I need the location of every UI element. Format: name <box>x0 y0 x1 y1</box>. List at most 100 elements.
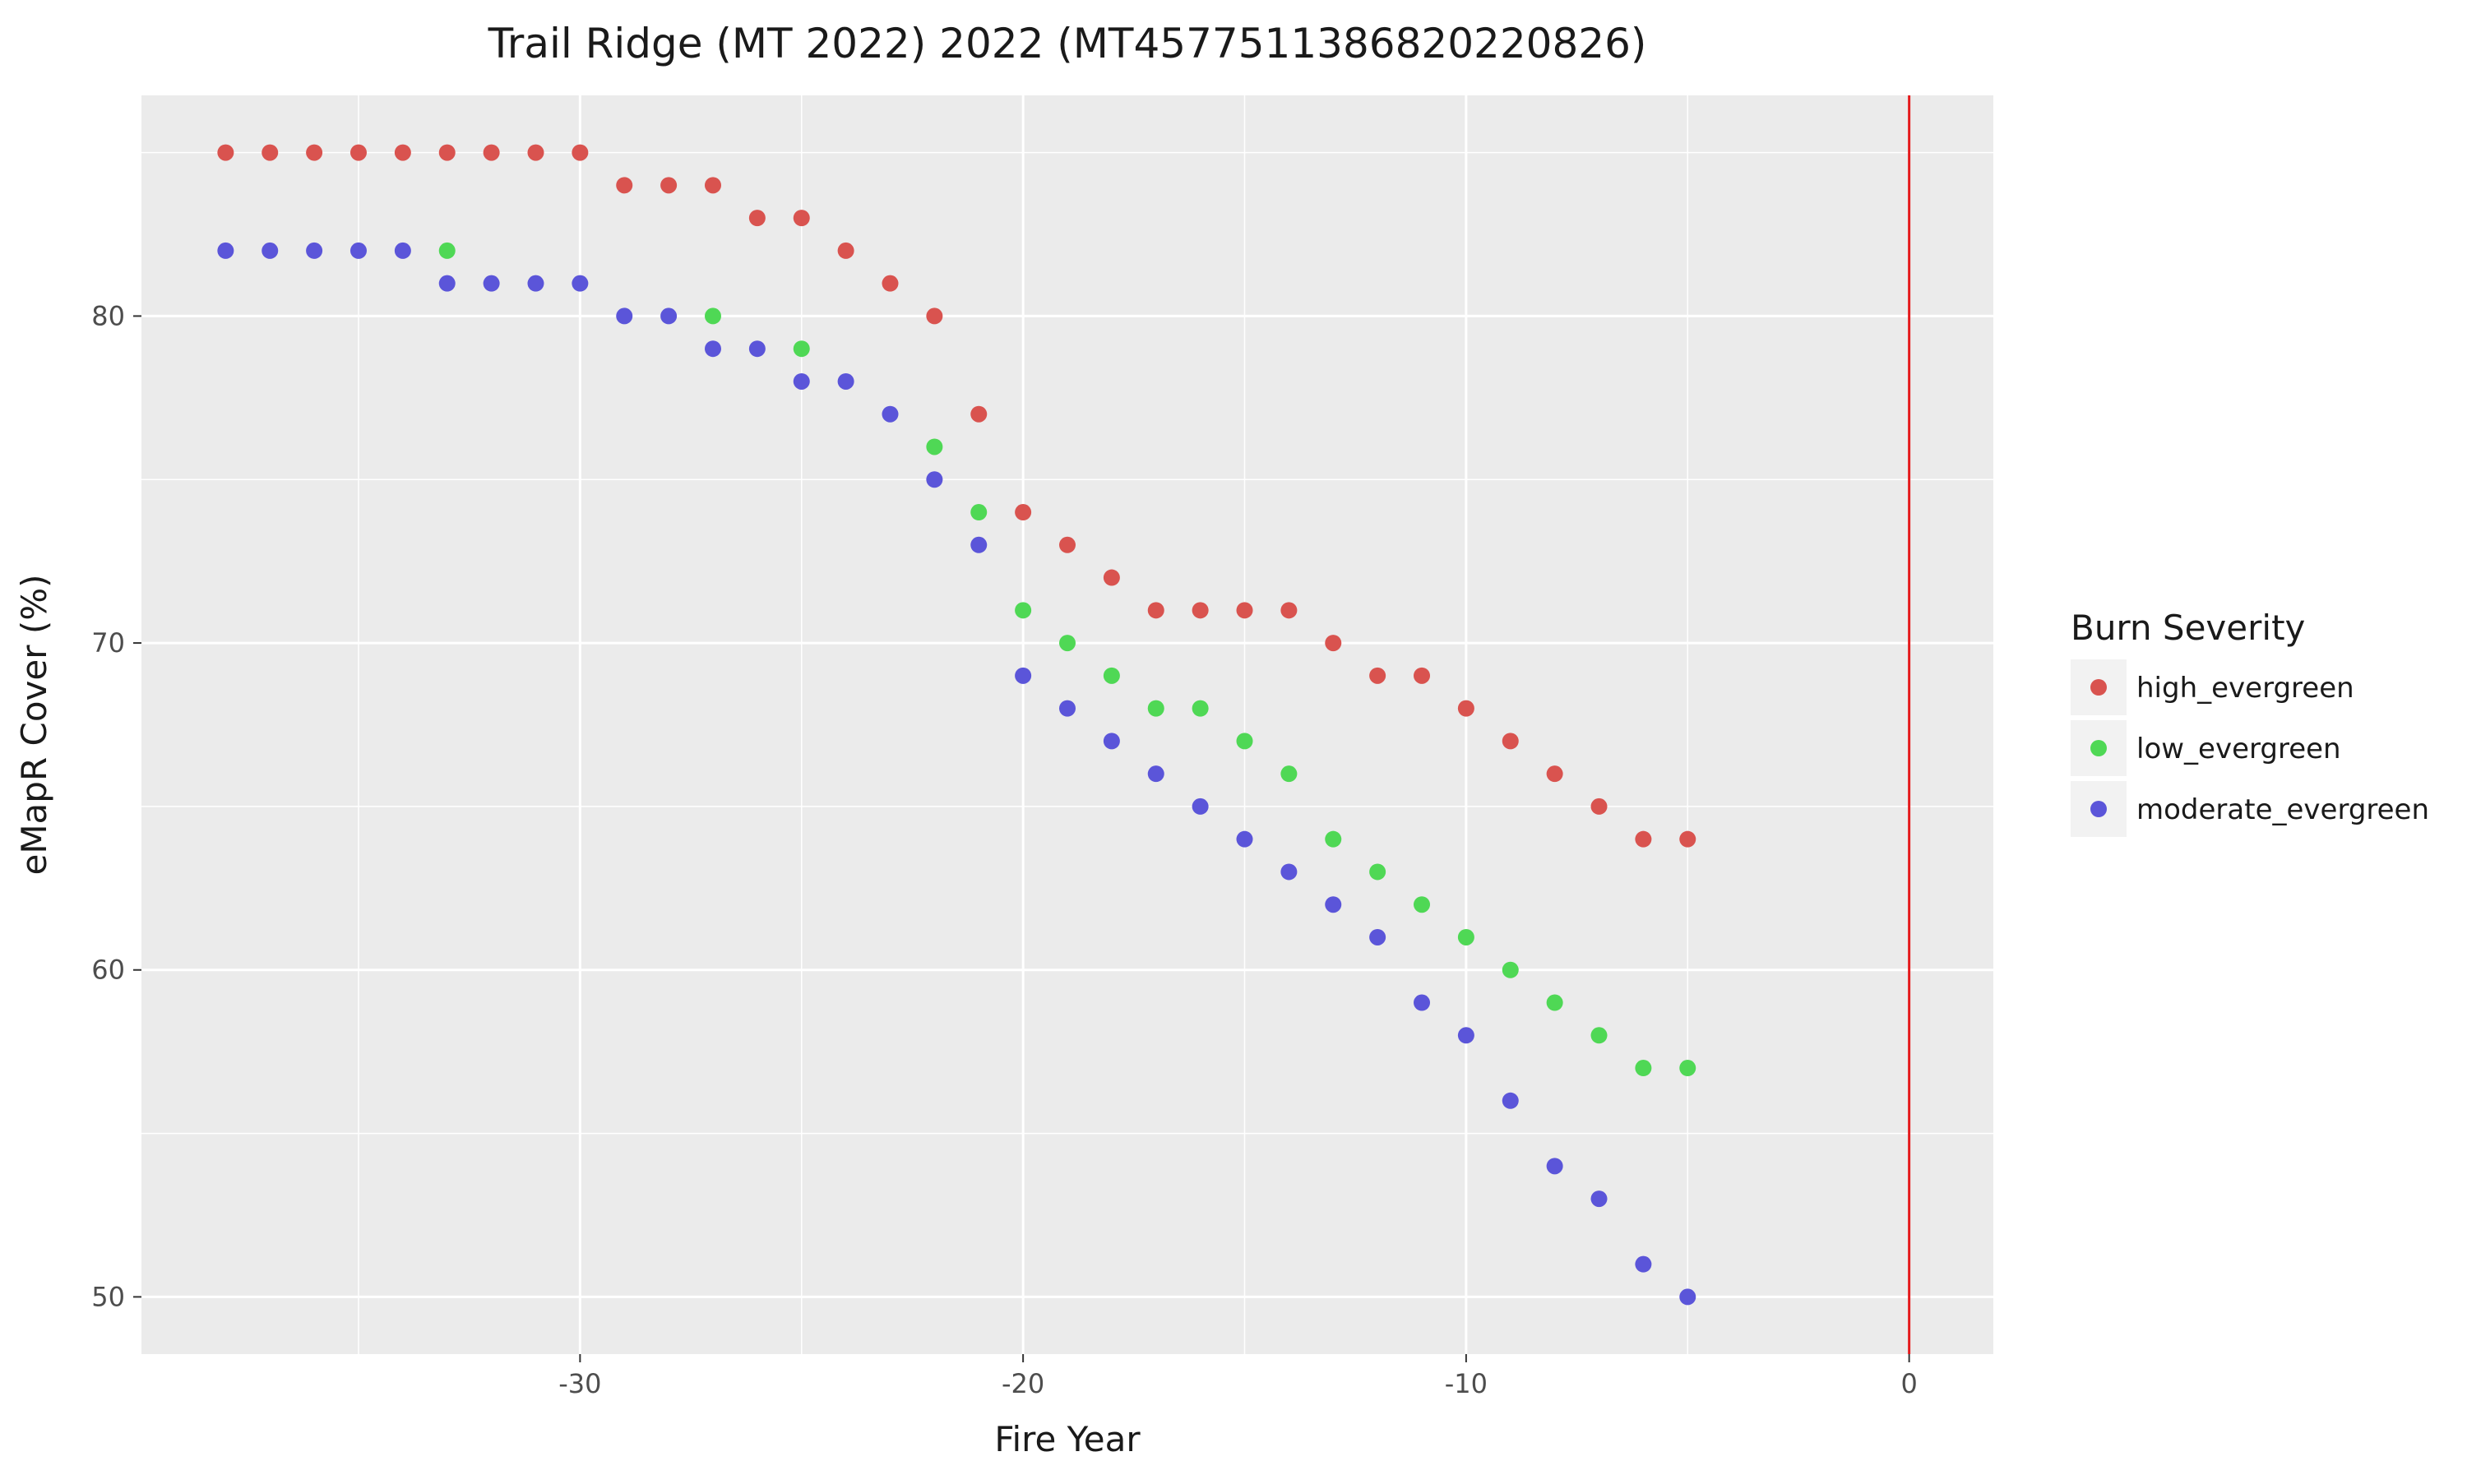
legend-title: Burn Severity <box>2071 608 2305 648</box>
data-point <box>926 438 943 455</box>
data-point <box>704 340 721 358</box>
legend-key-point <box>2090 801 2107 817</box>
data-point <box>217 242 234 259</box>
data-point <box>262 242 279 259</box>
data-point <box>660 307 678 325</box>
data-point <box>1502 733 1519 750</box>
x-axis-title: Fire Year <box>994 1419 1141 1459</box>
data-point <box>1059 635 1076 652</box>
data-point <box>1325 830 1342 848</box>
data-point <box>1015 504 1032 521</box>
data-point <box>1192 602 1209 619</box>
data-point <box>217 144 234 161</box>
data-point <box>1369 863 1386 881</box>
minor-gridlines <box>141 95 1993 1354</box>
data-point <box>572 144 589 161</box>
data-point <box>1192 797 1209 815</box>
data-point <box>1502 1092 1519 1109</box>
x-axis-ticks: -30 -20 -10 0 <box>558 1354 1918 1399</box>
x-tick-label: -30 <box>558 1368 601 1399</box>
data-point <box>1280 602 1298 619</box>
data-point <box>438 275 456 292</box>
data-point <box>1414 994 1431 1011</box>
y-tick-label: 50 <box>91 1281 125 1312</box>
data-point <box>704 177 721 194</box>
data-point <box>1236 602 1253 619</box>
data-point <box>1103 569 1120 586</box>
data-point <box>1679 830 1696 848</box>
data-point <box>527 275 544 292</box>
data-point <box>1236 830 1253 848</box>
data-points <box>217 144 1696 1306</box>
data-point <box>1015 667 1032 684</box>
data-point <box>882 275 899 292</box>
chart-title: Trail Ridge (MT 2022) 2022 (MT4577511386… <box>488 20 1647 67</box>
data-point <box>1236 733 1253 750</box>
data-point <box>793 372 810 390</box>
data-point <box>262 144 279 161</box>
data-point <box>1590 797 1608 815</box>
data-point <box>572 275 589 292</box>
data-point <box>793 340 810 358</box>
data-point <box>483 275 500 292</box>
x-tick-label: -20 <box>1002 1368 1044 1399</box>
data-point <box>748 340 766 358</box>
data-point <box>1059 700 1076 717</box>
data-point <box>926 307 943 325</box>
data-point <box>1590 1027 1608 1044</box>
data-point <box>394 144 411 161</box>
data-point <box>438 242 456 259</box>
data-point <box>349 242 367 259</box>
data-point <box>1635 1060 1652 1077</box>
x-tick-label: 0 <box>1900 1368 1917 1399</box>
series-high_evergreen <box>217 144 1696 848</box>
data-point <box>837 242 854 259</box>
data-point <box>1414 667 1431 684</box>
data-point <box>970 405 988 423</box>
data-point <box>483 144 500 161</box>
data-point <box>748 210 766 227</box>
data-point <box>394 242 411 259</box>
data-point <box>306 242 323 259</box>
data-point <box>660 177 678 194</box>
data-point <box>616 177 633 194</box>
x-tick-label: -10 <box>1445 1368 1488 1399</box>
data-point <box>1546 994 1563 1011</box>
data-point <box>704 307 721 325</box>
data-point <box>793 210 810 227</box>
y-tick-label: 60 <box>91 955 125 986</box>
data-point <box>1502 961 1519 978</box>
legend-label: moderate_evergreen <box>2136 793 2429 826</box>
data-point <box>1635 830 1652 848</box>
data-point <box>1590 1190 1608 1208</box>
plot-panel <box>141 95 1993 1354</box>
series-low_evergreen <box>438 242 1696 1077</box>
data-point <box>1280 765 1298 783</box>
data-point <box>616 307 633 325</box>
data-point <box>1325 635 1342 652</box>
data-point <box>1103 733 1120 750</box>
data-point <box>1147 765 1164 783</box>
data-point <box>1103 667 1120 684</box>
data-point <box>1457 1027 1474 1044</box>
data-point <box>837 372 854 390</box>
data-point <box>1015 602 1032 619</box>
y-axis-title: eMapR Cover (%) <box>14 574 54 875</box>
data-point <box>1369 928 1386 945</box>
y-axis-ticks: 50 60 70 80 <box>91 300 141 1312</box>
data-point <box>1457 700 1474 717</box>
data-point <box>1457 928 1474 945</box>
data-point <box>527 144 544 161</box>
legend: Burn Severity high_evergreen low_evergree… <box>2071 608 2429 837</box>
y-tick-label: 70 <box>91 627 125 659</box>
data-point <box>1280 863 1298 881</box>
data-point <box>438 144 456 161</box>
data-point <box>1414 896 1431 913</box>
data-point <box>1147 602 1164 619</box>
data-point <box>1679 1060 1696 1077</box>
data-point <box>1369 667 1386 684</box>
data-point <box>1546 1158 1563 1175</box>
data-point <box>1192 700 1209 717</box>
